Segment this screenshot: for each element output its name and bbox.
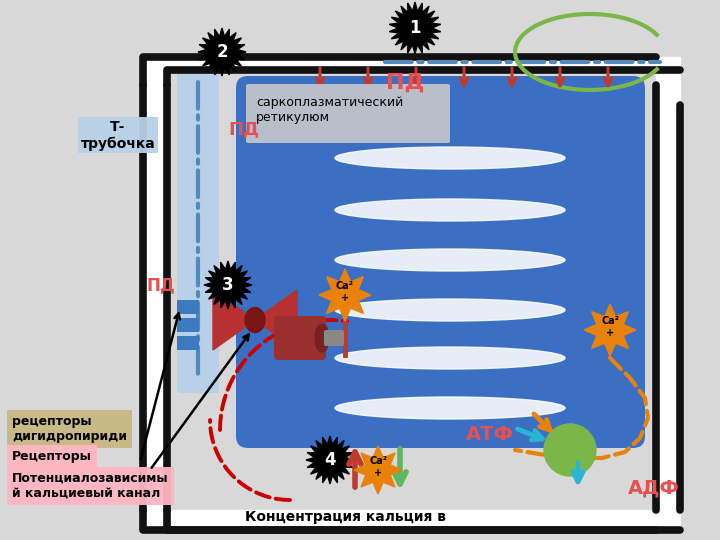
Ellipse shape (335, 299, 565, 321)
Bar (177, 300, 199, 314)
Text: АДФ: АДФ (628, 478, 680, 497)
Ellipse shape (335, 397, 565, 419)
Polygon shape (143, 57, 656, 70)
Text: АТФ: АТФ (466, 426, 514, 444)
FancyBboxPatch shape (177, 69, 219, 393)
FancyBboxPatch shape (274, 316, 326, 360)
Text: 4: 4 (324, 451, 336, 469)
Text: Ca²
+: Ca² + (601, 316, 619, 338)
Bar (177, 318, 199, 332)
Text: Концентрация кальция в: Концентрация кальция в (245, 510, 446, 524)
Polygon shape (213, 290, 255, 350)
FancyBboxPatch shape (324, 330, 344, 346)
Ellipse shape (335, 147, 565, 169)
Text: Потенциалозависимы
й кальциевый канал: Потенциалозависимы й кальциевый канал (12, 472, 168, 500)
Text: саркоплазматический
ретикулюм: саркоплазматический ретикулюм (256, 96, 403, 124)
Ellipse shape (245, 307, 265, 333)
Text: Ca²
+: Ca² + (369, 456, 387, 478)
Text: ПД: ПД (386, 73, 424, 93)
Polygon shape (204, 261, 252, 309)
Text: Рецепторы: Рецепторы (12, 450, 92, 463)
Text: ПД: ПД (228, 120, 259, 138)
Polygon shape (390, 2, 441, 54)
Polygon shape (255, 290, 297, 350)
Circle shape (544, 424, 596, 476)
Bar (177, 336, 199, 350)
Polygon shape (143, 510, 656, 530)
Ellipse shape (335, 199, 565, 221)
Polygon shape (198, 28, 246, 76)
Text: Т-
трубочка: Т- трубочка (81, 120, 156, 151)
Polygon shape (306, 436, 354, 484)
Text: 3: 3 (222, 276, 234, 294)
Polygon shape (319, 269, 371, 321)
Text: 2: 2 (216, 43, 228, 61)
Polygon shape (584, 304, 636, 356)
Ellipse shape (315, 324, 329, 352)
Ellipse shape (335, 249, 565, 271)
Text: Ca²
+: Ca² + (336, 281, 354, 303)
Text: 1: 1 (409, 19, 420, 37)
FancyBboxPatch shape (236, 76, 645, 448)
Polygon shape (354, 446, 402, 494)
Text: ПД: ПД (146, 276, 175, 294)
Text: рецепторы
дигидропириди: рецепторы дигидропириди (12, 415, 127, 443)
Ellipse shape (335, 347, 565, 369)
FancyBboxPatch shape (246, 84, 450, 143)
